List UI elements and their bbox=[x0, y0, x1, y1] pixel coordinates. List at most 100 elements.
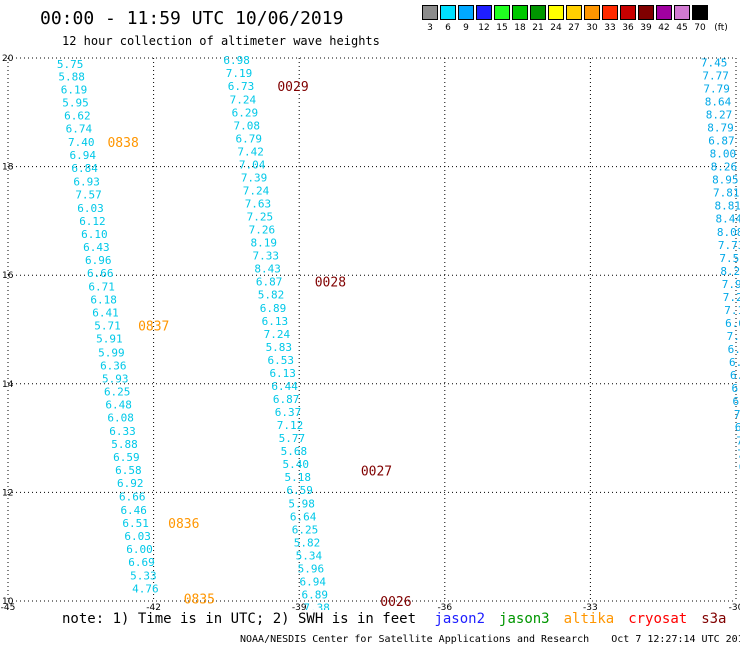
wave-height-value: 6.98 bbox=[223, 54, 250, 67]
wave-height-value: 7.84 bbox=[737, 447, 740, 460]
wave-height-value: 6.59 bbox=[113, 451, 140, 464]
wave-height-value: 6.33 bbox=[109, 425, 136, 438]
wave-height-value: 6.94 bbox=[300, 575, 327, 588]
wave-height-value: 5.82 bbox=[294, 536, 321, 549]
wave-height-value: 6.73 bbox=[228, 80, 255, 93]
satellite-legend: jason2 jason3 altika cryosat s3a bbox=[434, 611, 740, 627]
wave-height-value: 8.44 bbox=[715, 213, 740, 226]
color-swatch bbox=[458, 5, 474, 20]
wave-height-value: 6.94 bbox=[69, 149, 96, 162]
wave-height-value: 8.19 bbox=[251, 237, 278, 250]
color-swatch bbox=[620, 5, 636, 20]
wave-height-value: 6.92 bbox=[735, 421, 740, 434]
wave-height-value: 7.57 bbox=[75, 188, 102, 201]
color-swatch bbox=[530, 5, 546, 20]
wave-height-value: 6.10 bbox=[81, 228, 108, 241]
wave-height-value: 7.27 bbox=[723, 291, 740, 304]
wave-height-value: 6.29 bbox=[232, 106, 259, 119]
wave-height-value: 7.24 bbox=[230, 93, 257, 106]
color-swatch bbox=[566, 5, 582, 20]
wave-height-value: 5.88 bbox=[111, 438, 138, 451]
wave-height-value: 5.68 bbox=[281, 445, 308, 458]
color-swatch bbox=[656, 5, 672, 20]
wave-height-value: 7.33 bbox=[252, 250, 279, 263]
wave-height-value: 6.62 bbox=[64, 110, 91, 123]
wave-height-value: 6.62 bbox=[725, 317, 740, 330]
wave-height-value: 7.18 bbox=[724, 304, 740, 317]
wave-height-value: 7.55 bbox=[719, 252, 740, 265]
wave-height-value: 7.40 bbox=[68, 136, 95, 149]
wave-height-value: 7.08 bbox=[234, 119, 261, 132]
wave-height-value: 7.26 bbox=[249, 224, 276, 237]
color-swatch-label: 9 bbox=[463, 23, 469, 33]
wave-height-value: 6.66 bbox=[87, 267, 114, 280]
wave-height-value: 6.64 bbox=[290, 510, 317, 523]
lat-tick-label: 20 bbox=[2, 54, 14, 64]
wave-height-value: 6.89 bbox=[301, 588, 328, 601]
wave-height-value: 6.96 bbox=[85, 254, 112, 267]
wave-height-value: 6.82 bbox=[732, 395, 740, 408]
wave-height-value: 7.19 bbox=[226, 67, 253, 80]
color-swatch bbox=[692, 5, 708, 20]
wave-height-value: 6.36 bbox=[100, 359, 127, 372]
lat-tick-label: 14 bbox=[2, 380, 14, 390]
color-swatch bbox=[440, 5, 456, 20]
pass-time-label: 0026 bbox=[380, 595, 411, 610]
wave-height-value: 6.93 bbox=[73, 175, 100, 188]
wave-height-value: 6.89 bbox=[260, 302, 287, 315]
wave-height-value: 6.87 bbox=[273, 393, 300, 406]
pass-time-label: 0028 bbox=[315, 276, 346, 291]
satellite-legend-item: altika bbox=[563, 611, 615, 627]
wave-height-value: 6.37 bbox=[275, 406, 302, 419]
chart-title: 00:00 - 11:59 UTC 10/06/2019 bbox=[40, 8, 344, 29]
color-swatch-label: 27 bbox=[568, 23, 580, 33]
wave-height-value: 5.88 bbox=[58, 70, 85, 83]
wave-height-value: 5.75 bbox=[57, 58, 84, 71]
wave-height-value: 6.87 bbox=[708, 135, 735, 148]
lat-tick-label: 12 bbox=[2, 488, 13, 498]
wave-height-value: 6.19 bbox=[61, 83, 88, 96]
wave-height-value: 6.12 bbox=[79, 215, 106, 228]
color-swatch-label: 39 bbox=[640, 23, 652, 33]
footer-timestamp: Oct 7 12:27:14 UTC 2019 bbox=[611, 634, 740, 645]
lat-tick-label: 18 bbox=[2, 163, 14, 173]
wave-height-value: 8.08 bbox=[717, 226, 740, 239]
wave-height-value: 6.71 bbox=[88, 281, 115, 294]
lon-tick-label: -42 bbox=[146, 603, 161, 610]
wave-height-value: 6.39 bbox=[739, 460, 740, 473]
color-swatch-label: 21 bbox=[532, 23, 544, 33]
color-swatch bbox=[548, 5, 564, 20]
wave-height-value: 6.43 bbox=[83, 241, 110, 254]
color-swatch bbox=[674, 5, 690, 20]
wave-height-value: 6.25 bbox=[292, 523, 319, 536]
wave-height-value: 7.42 bbox=[237, 145, 264, 158]
wave-height-value: 6.79 bbox=[235, 132, 262, 145]
footer: NOAA/NESDIS Center for Satellite Applica… bbox=[240, 634, 740, 645]
color-swatch bbox=[422, 5, 438, 20]
wave-height-value: 6.44 bbox=[271, 380, 298, 393]
wave-height-value: 6.51 bbox=[122, 517, 149, 530]
wave-height-value: 8.26 bbox=[711, 161, 738, 174]
wave-height-value: 6.53 bbox=[268, 354, 295, 367]
wave-height-value: 5.83 bbox=[266, 341, 293, 354]
pass-time-label: 0838 bbox=[107, 136, 138, 151]
wave-height-value: 8.95 bbox=[712, 174, 739, 187]
wave-height-value: 5.95 bbox=[62, 97, 89, 110]
wave-height-value: 6.18 bbox=[90, 294, 117, 307]
wave-height-value: 7.77 bbox=[702, 69, 729, 82]
wave-height-value: 7.49 bbox=[727, 330, 740, 343]
wave-height-value: 6.87 bbox=[256, 276, 283, 289]
wave-height-value: 5.18 bbox=[284, 471, 311, 484]
wave-height-value: 7.79 bbox=[703, 82, 730, 95]
legend-row: note: 1) Time is in UTC; 2) SWH is in fe… bbox=[62, 611, 740, 627]
wave-height-value: 7.12 bbox=[277, 419, 304, 432]
color-swatch-label: 30 bbox=[586, 23, 598, 33]
lat-tick-label: 16 bbox=[2, 271, 14, 281]
chart-subtitle: 12 hour collection of altimeter wave hei… bbox=[62, 34, 380, 48]
wave-height-value: 7.48 bbox=[734, 408, 740, 421]
pass-time-label: 0027 bbox=[361, 465, 392, 480]
color-scale-unit: (ft) bbox=[714, 23, 728, 33]
color-swatch-label: 6 bbox=[445, 23, 451, 33]
wave-height-value: 6.92 bbox=[730, 369, 740, 382]
pass-time-label: 0835 bbox=[184, 592, 215, 607]
